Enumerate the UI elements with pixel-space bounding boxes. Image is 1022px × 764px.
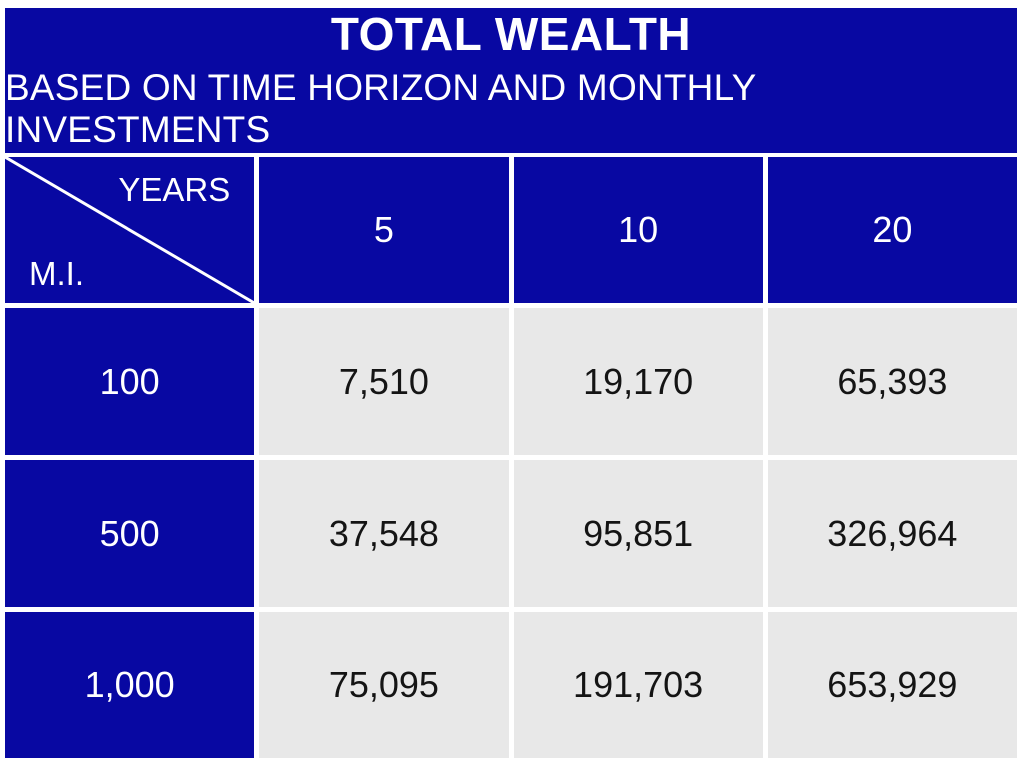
value-cell: 7,510 (259, 308, 509, 455)
value-cell: 65,393 (767, 308, 1017, 455)
column-header-5: 5 (259, 157, 509, 303)
column-header-20: 20 (767, 157, 1017, 303)
corner-header-cell: YEARS M.I. (5, 157, 255, 303)
page-subtitle: BASED ON TIME HORIZON AND MONTHLY INVEST… (5, 66, 756, 150)
value-cell: 191,703 (513, 612, 763, 758)
column-header-10: 10 (513, 157, 763, 303)
row-label-100: 100 (5, 308, 255, 455)
value-cell: 653,929 (767, 612, 1017, 758)
value-cell: 37,548 (259, 460, 509, 607)
value-cell: 19,170 (513, 308, 763, 455)
page-title: TOTAL WEALTH (330, 8, 692, 61)
diagonal-divider (5, 157, 254, 303)
value-cell: 75,095 (259, 612, 509, 758)
value-cell: 95,851 (513, 460, 763, 607)
table-title-banner: TOTAL WEALTH BASED ON TIME HORIZON AND M… (5, 8, 1017, 153)
value-cell: 326,964 (767, 460, 1017, 607)
row-label-500: 500 (5, 460, 255, 607)
row-label-1000: 1,000 (5, 612, 255, 758)
wealth-table: YEARS M.I. 5 10 20 100 7,510 19,170 65,3… (5, 157, 1017, 758)
years-axis-label: YEARS (118, 171, 231, 208)
mi-axis-label: M.I. (29, 255, 84, 292)
